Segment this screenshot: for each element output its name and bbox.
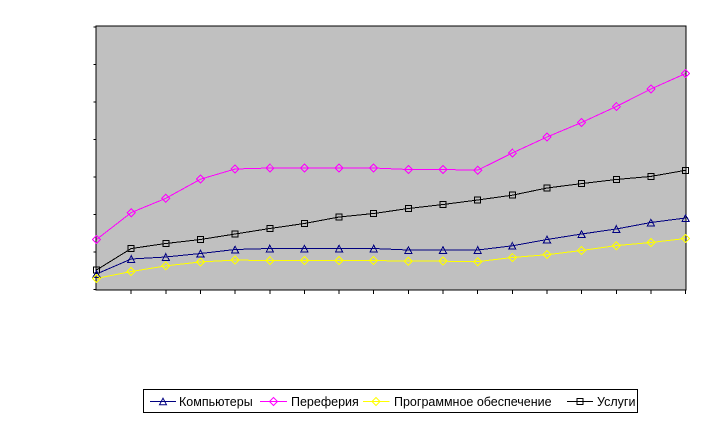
- svg-text:Услуги: Услуги: [597, 395, 635, 409]
- svg-text:Переферия: Переферия: [291, 395, 359, 409]
- svg-text:Компьютеры: Компьютеры: [179, 395, 253, 409]
- svg-text:Программное обеспечение: Программное обеспечение: [394, 395, 552, 409]
